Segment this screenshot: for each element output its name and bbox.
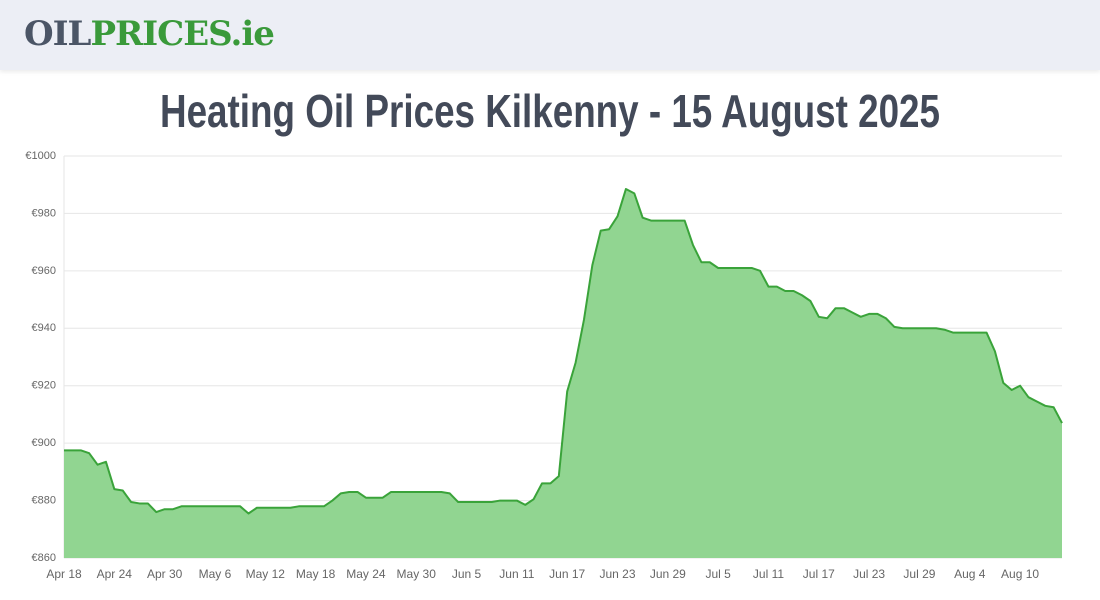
x-tick-label: Jul 29 bbox=[903, 567, 935, 581]
x-tick-label: Jun 17 bbox=[549, 567, 585, 581]
header: OILPRICES.ie bbox=[0, 0, 1100, 70]
x-tick-label: Jul 11 bbox=[753, 567, 784, 581]
x-tick-label: Apr 24 bbox=[97, 567, 133, 581]
x-tick-label: Apr 18 bbox=[46, 567, 82, 581]
area bbox=[64, 189, 1062, 558]
x-tick-label: Jul 17 bbox=[803, 567, 835, 581]
x-tick-label: Jun 23 bbox=[599, 567, 635, 581]
x-tick-label: Jul 23 bbox=[853, 567, 885, 581]
y-tick-label: €880 bbox=[32, 494, 56, 506]
x-tick-label: May 24 bbox=[346, 567, 386, 581]
x-tick-label: May 18 bbox=[296, 567, 336, 581]
logo-part: OIL bbox=[24, 14, 91, 54]
x-tick-label: Jun 11 bbox=[499, 567, 534, 581]
logo[interactable]: OILPRICES.ie bbox=[24, 14, 275, 54]
x-tick-label: Aug 10 bbox=[1001, 567, 1039, 581]
x-tick-label: May 6 bbox=[199, 567, 232, 581]
x-tick-label: Jun 29 bbox=[650, 567, 686, 581]
x-tick-label: May 12 bbox=[246, 567, 286, 581]
x-tick-label: Aug 4 bbox=[954, 567, 986, 581]
y-tick-label: €900 bbox=[32, 437, 56, 449]
x-tick-label: Jul 5 bbox=[705, 567, 731, 581]
y-tick-label: €960 bbox=[32, 265, 56, 277]
y-tick-label: €980 bbox=[32, 207, 56, 219]
x-tick-label: Apr 30 bbox=[147, 567, 183, 581]
x-tick-label: Jun 5 bbox=[452, 567, 482, 581]
y-tick-label: €1000 bbox=[25, 150, 56, 162]
line bbox=[64, 188, 1063, 515]
y-tick-label: €920 bbox=[32, 380, 56, 392]
y-tick-label: €860 bbox=[32, 552, 56, 564]
chart-title: Heating Oil Prices Kilkenny - 15 August … bbox=[160, 85, 940, 137]
x-tick-label: May 30 bbox=[397, 567, 437, 581]
y-tick-label: €940 bbox=[32, 322, 56, 334]
logo-part: PRICES.ie bbox=[90, 14, 274, 54]
